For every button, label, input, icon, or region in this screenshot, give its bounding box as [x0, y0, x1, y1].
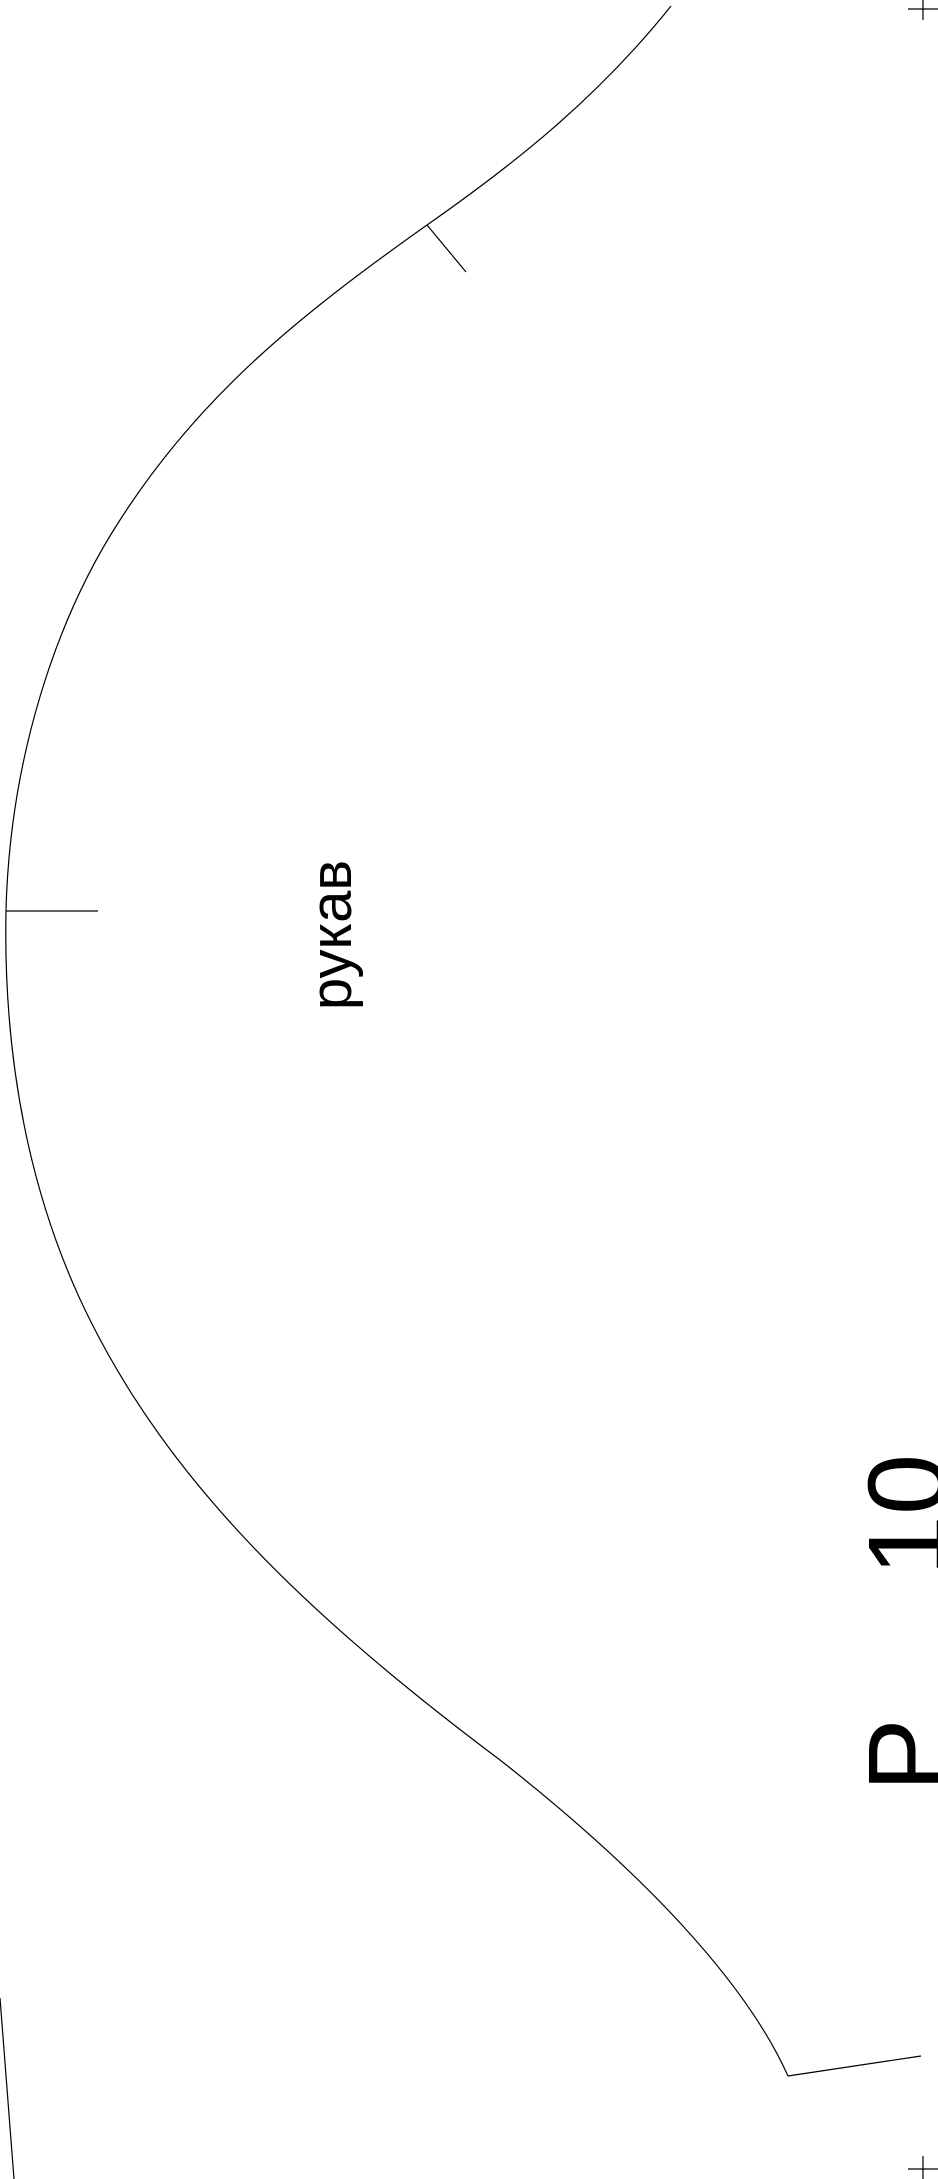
piece-label: рукав	[299, 860, 364, 1010]
sleeve-cap-curve	[5, 5, 789, 2077]
hem-line	[787, 2055, 922, 2077]
adjacent-piece-edge	[0, 1997, 15, 2179]
cut-off-label-top: 10	[846, 1454, 938, 1576]
upper-notch-mark	[426, 224, 467, 273]
registration-cross-bottom	[908, 2156, 938, 2179]
cut-off-label-bottom: P	[846, 1718, 938, 1791]
registration-cross-top	[908, 0, 938, 20]
